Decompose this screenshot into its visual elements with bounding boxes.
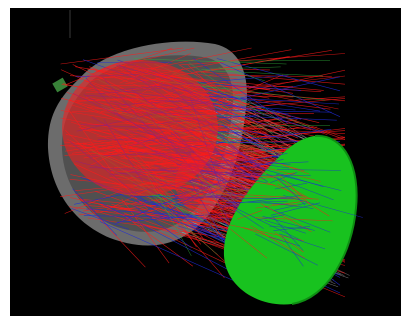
render-viewport <box>10 8 401 316</box>
ray-trace-scene <box>10 8 401 316</box>
